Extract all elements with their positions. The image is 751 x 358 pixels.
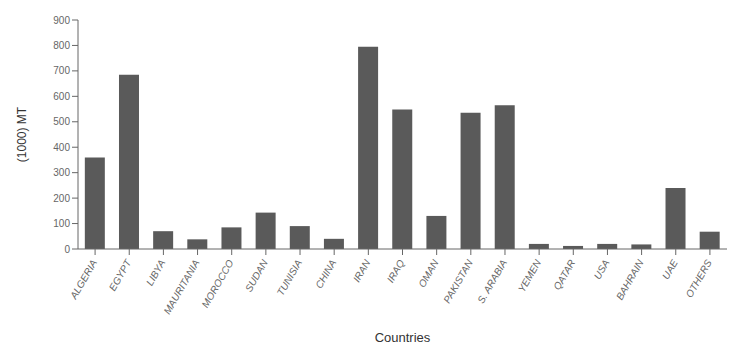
svg-text:LIBYA: LIBYA <box>144 258 168 288</box>
svg-text:800: 800 <box>53 40 70 51</box>
svg-text:700: 700 <box>53 65 70 76</box>
svg-text:CHINA: CHINA <box>313 258 338 291</box>
svg-text:OMAN: OMAN <box>416 257 441 289</box>
svg-text:SUDAN: SUDAN <box>243 257 270 293</box>
svg-text:ALGERIA: ALGERIA <box>67 258 99 302</box>
svg-text:200: 200 <box>53 193 70 204</box>
svg-text:EGYPT: EGYPT <box>107 257 134 293</box>
svg-text:0: 0 <box>64 244 70 255</box>
svg-text:UAE: UAE <box>660 258 680 282</box>
svg-text:YEMEN: YEMEN <box>516 257 544 294</box>
svg-text:Countries: Countries <box>375 330 431 345</box>
svg-text:TUNISIA: TUNISIA <box>275 258 304 298</box>
svg-text:USA: USA <box>592 258 612 282</box>
svg-text:300: 300 <box>53 167 70 178</box>
svg-text:(1000) MT: (1000) MT <box>15 106 29 162</box>
svg-text:IRAQ: IRAQ <box>385 258 407 285</box>
svg-text:QATAR: QATAR <box>551 258 577 292</box>
svg-text:MAURITANIA: MAURITANIA <box>162 258 202 317</box>
svg-text:600: 600 <box>53 91 70 102</box>
svg-text:PAKISTAN: PAKISTAN <box>441 257 475 305</box>
svg-text:100: 100 <box>53 218 70 229</box>
svg-text:500: 500 <box>53 116 70 127</box>
svg-text:IRAN: IRAN <box>351 257 373 284</box>
svg-text:OTHERS: OTHERS <box>684 258 715 300</box>
svg-text:S. ARABIA: S. ARABIA <box>475 258 509 306</box>
svg-text:MOROCCO: MOROCCO <box>200 258 236 310</box>
svg-text:400: 400 <box>53 142 70 153</box>
svg-text:900: 900 <box>53 15 70 26</box>
svg-text:BAHRAIN: BAHRAIN <box>614 257 646 302</box>
